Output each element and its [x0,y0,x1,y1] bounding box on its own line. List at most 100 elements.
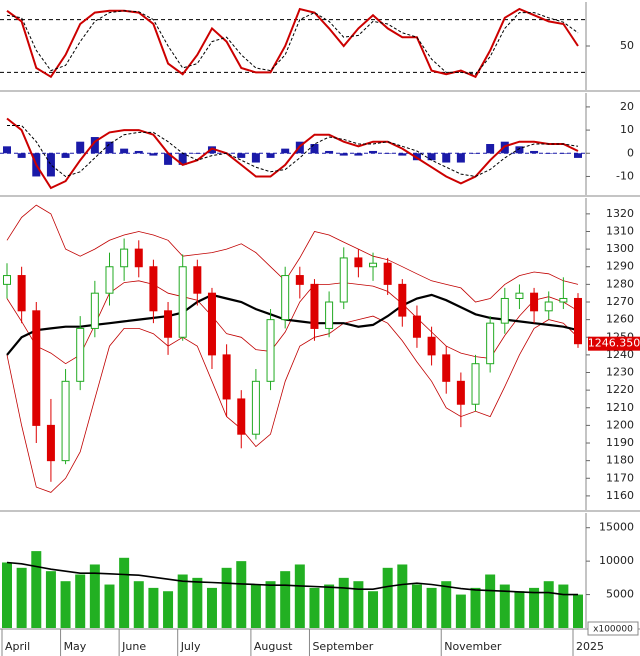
volume-bar [397,564,408,628]
unit-box [587,621,639,636]
histogram-bar [237,153,246,158]
histogram-bar [486,144,495,154]
moving-average [6,293,579,356]
histogram-bar [105,141,114,154]
candle-body [149,266,158,312]
bollinger-middle [6,280,579,365]
volume-bar [543,581,554,628]
histogram-bar [76,141,85,154]
y-tick-label: 1320 [606,207,634,220]
y-tick-label: 1180 [606,454,634,467]
histogram-bar [398,153,407,156]
volume-bar [206,587,217,628]
volume-bar [221,567,232,628]
last-price-box [588,336,640,351]
signal-line [6,10,579,75]
y-tick-label: 1290 [606,260,634,273]
indicator-line [6,7,579,79]
candle-body [559,297,568,303]
volume-bar [177,574,188,628]
volume-average [6,561,578,596]
candle-body [32,310,41,426]
y-tick-label: 15000 [599,521,634,534]
histogram-bar [369,150,378,154]
histogram-bar [281,148,290,154]
volume-bar [529,587,540,628]
histogram-bar [266,153,275,158]
histogram-bar [3,146,11,154]
volume-bar [119,557,130,628]
candle-body [383,262,392,285]
volume-bar [265,581,276,628]
histogram-bar [17,153,26,158]
histogram-bar [544,153,553,154]
histogram-bar [134,150,143,154]
volume-bar [441,581,452,628]
candle-body [354,257,363,268]
volume-bar [324,584,335,628]
candle-body [310,283,319,329]
candle-body [456,380,465,405]
x-tick-label: August [254,640,293,653]
candle-body [266,319,275,382]
y-tick-label: 0 [627,146,634,159]
candle-body [222,354,231,400]
y-tick-label: 1210 [606,401,634,414]
histogram-bar [574,153,582,158]
volume-bar [236,561,247,628]
volume-bar [558,584,569,628]
volume-bar [338,577,349,628]
candle-body [295,275,304,285]
candle-body [237,398,246,435]
y-tick-label: 1230 [606,366,634,379]
histogram-bar [193,153,202,154]
candle-body [574,297,582,345]
candle-body [251,380,260,435]
histogram-bar [471,153,480,154]
volume-bar [45,571,56,628]
candle-body [3,275,11,285]
candle-body [134,248,143,268]
volume-bar [368,591,379,628]
volume-bar [309,587,320,628]
histogram-bar [456,153,465,163]
y-tick-label: 1190 [606,436,634,449]
volume-bar [192,577,203,628]
volume-bar [104,584,115,628]
histogram-bar [339,153,348,156]
histogram-bar [515,146,524,154]
y-tick-label: 20 [620,100,634,113]
candle-body [515,292,524,299]
volume-bar [353,581,364,628]
candle-body [164,310,173,338]
candle-body [76,327,85,382]
candle-body [544,301,553,312]
y-tick-label: -10 [616,169,634,182]
x-tick-label: June [121,640,146,653]
candle-body [46,424,55,462]
y-tick-label: 1260 [606,313,634,326]
histogram-bar [559,153,568,154]
histogram-bar [442,153,451,163]
candle-body [120,248,129,268]
x-tick-label: November [444,640,502,653]
volume-bar [75,574,86,628]
volume-bar [60,581,71,628]
candle-body [427,336,436,356]
candle-body [193,266,202,294]
y-tick-label: 1240 [606,348,634,361]
candle-body [412,315,421,338]
candle-body [61,380,70,462]
volume-bar [148,587,159,628]
volume-bar [133,581,144,628]
unit-label: x100000 [593,625,633,635]
candle-body [530,292,539,312]
y-tick-label: 5000 [606,588,634,601]
candle-body [207,292,216,356]
histogram-bar [61,153,70,158]
y-tick-label: 1170 [606,471,634,484]
volume-bar [2,562,12,628]
histogram-bar [90,137,99,154]
candle-body [369,262,378,268]
